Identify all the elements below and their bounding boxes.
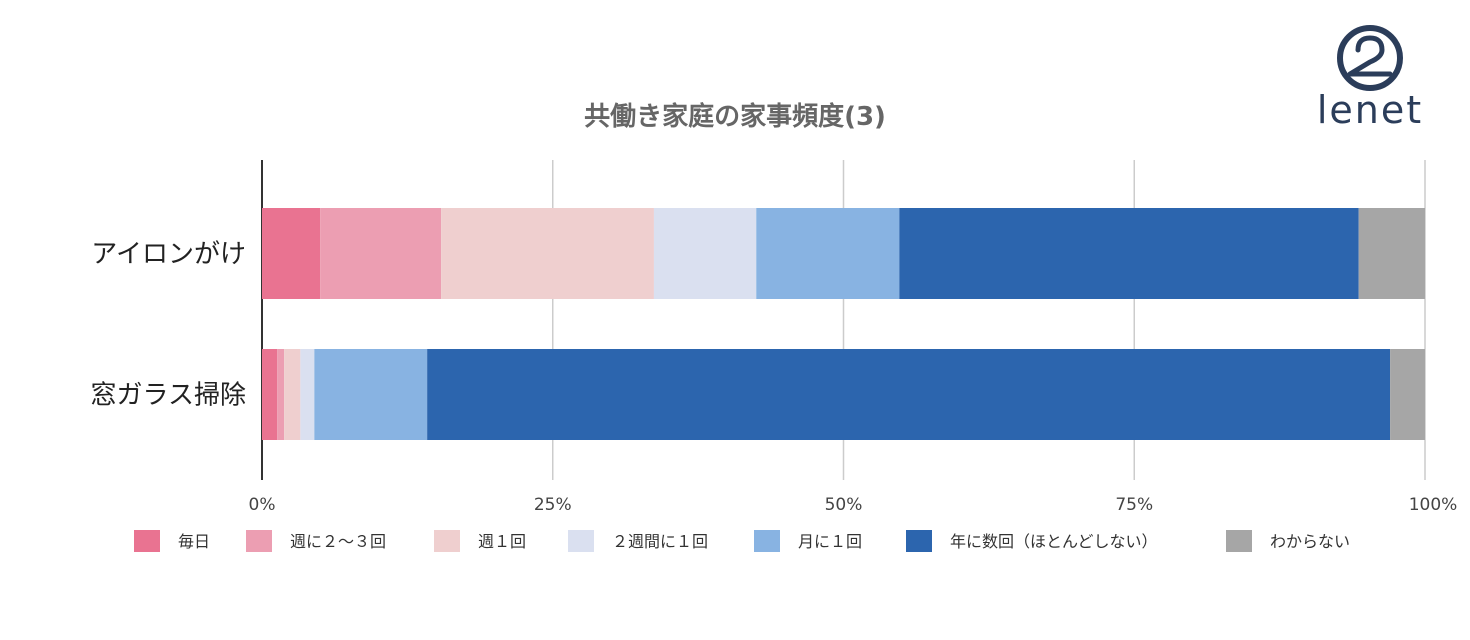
bar-segment [262,349,278,440]
legend-label: 年に数回（ほとんどしない） [950,532,1158,551]
legend-swatch [246,530,272,552]
bar-segment [314,349,428,440]
legend-swatch [754,530,780,552]
bar-segment [284,349,301,440]
bar-segment [899,208,1359,299]
legend-swatch [134,530,160,552]
bar-segment [427,349,1391,440]
bar-segment [300,349,315,440]
hanger-icon [1337,25,1403,91]
category-label: 窓ガラス掃除 [91,381,246,411]
bar-segment [653,208,757,299]
x-tick-label: 75% [1115,495,1153,515]
x-tick-label: 50% [825,495,863,515]
bar-segment [441,208,654,299]
x-tick-label: 100% [1409,495,1458,515]
legend-label: 毎日 [178,532,210,551]
legend-swatch [1226,530,1252,552]
legend-label: 週に２〜３回 [290,532,386,551]
bar-segment [1358,208,1425,299]
legend-swatch [434,530,460,552]
bar-segment [262,208,321,299]
legend-swatch [906,530,932,552]
logo-text: lenet [1316,88,1424,132]
legend-label: 週１回 [478,532,526,551]
legend-label: ２週間に１回 [612,532,708,551]
bar-segment [756,208,900,299]
legend-label: わからない [1270,532,1350,551]
chart-title: 共働き家庭の家事頻度(3) [584,102,886,132]
legend-swatch [568,530,594,552]
x-tick-label: 0% [249,495,276,515]
category-label: アイロンがけ [91,240,246,270]
bar-segment [320,208,442,299]
bar-segment [1390,349,1425,440]
bar-segment [277,349,285,440]
legend-label: 月に１回 [798,532,862,551]
x-tick-label: 25% [534,495,572,515]
